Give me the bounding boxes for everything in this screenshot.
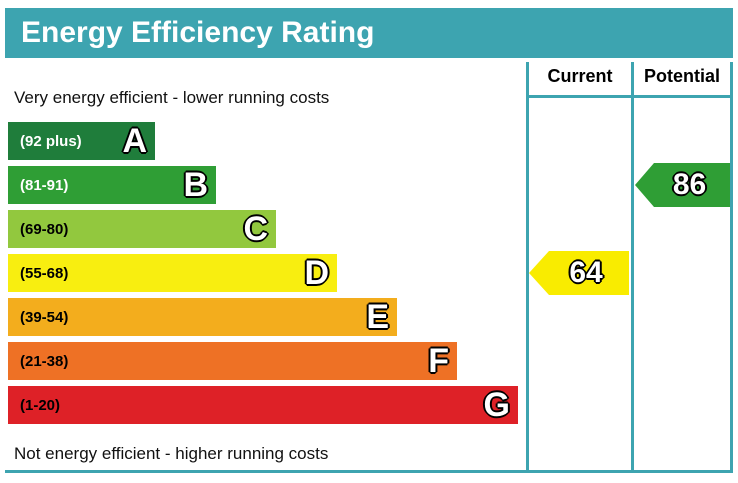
potential-column-right-border [730,62,733,472]
band-row-b: (81-91) B [8,166,518,204]
band-row-a: (92 plus) A [8,122,518,160]
band-letter-g: G [483,386,510,424]
potential-column-header: Potential [643,66,720,86]
band-range-e: (39-54) [20,308,69,326]
band-letter-c: C [243,210,268,248]
band-row-c: (69-80) C [8,210,518,248]
band-range-d: (55-68) [20,264,69,282]
band-bar-c: (69-80) C [8,210,276,248]
band-letter-a: A [122,122,147,160]
band-range-f: (21-38) [20,352,69,370]
current-column-left-border [526,62,529,472]
band-range-c: (69-80) [20,220,69,238]
chart-title: Energy Efficiency Rating [21,16,375,49]
band-bar-d: (55-68) D [8,254,337,292]
column-divider [631,62,634,472]
top-note: Very energy efficient - lower running co… [14,88,330,107]
potential-rating-value: 86 [672,168,707,201]
band-letter-f: F [428,342,449,380]
band-range-a: (92 plus) [20,132,82,150]
band-row-d: (55-68) D [8,254,518,292]
band-letter-e: E [366,298,389,336]
band-bar-e: (39-54) E [8,298,397,336]
band-bar-g: (1-20) G [8,386,518,424]
chart-bottom-border [5,470,733,473]
rating-bands: (92 plus) A (81-91) B (69-80) C (55-68) … [8,122,518,430]
band-letter-b: B [183,166,208,204]
current-rating-arrow: 64 [529,251,629,295]
column-header-underline [526,95,733,98]
band-bar-a: (92 plus) A [8,122,155,160]
bottom-note: Not energy efficient - higher running co… [14,444,329,463]
band-row-f: (21-38) F [8,342,518,380]
band-bar-b: (81-91) B [8,166,216,204]
band-row-g: (1-20) G [8,386,518,424]
potential-rating-arrow: 86 [635,163,730,207]
band-range-g: (1-20) [20,396,61,414]
chart-title-bar: Energy Efficiency Rating [5,8,733,58]
current-rating-value: 64 [569,256,603,289]
band-letter-d: D [304,254,329,292]
band-bar-f: (21-38) F [8,342,457,380]
band-row-e: (39-54) E [8,298,518,336]
current-column-header: Current [547,66,613,86]
band-range-b: (81-91) [20,176,69,194]
